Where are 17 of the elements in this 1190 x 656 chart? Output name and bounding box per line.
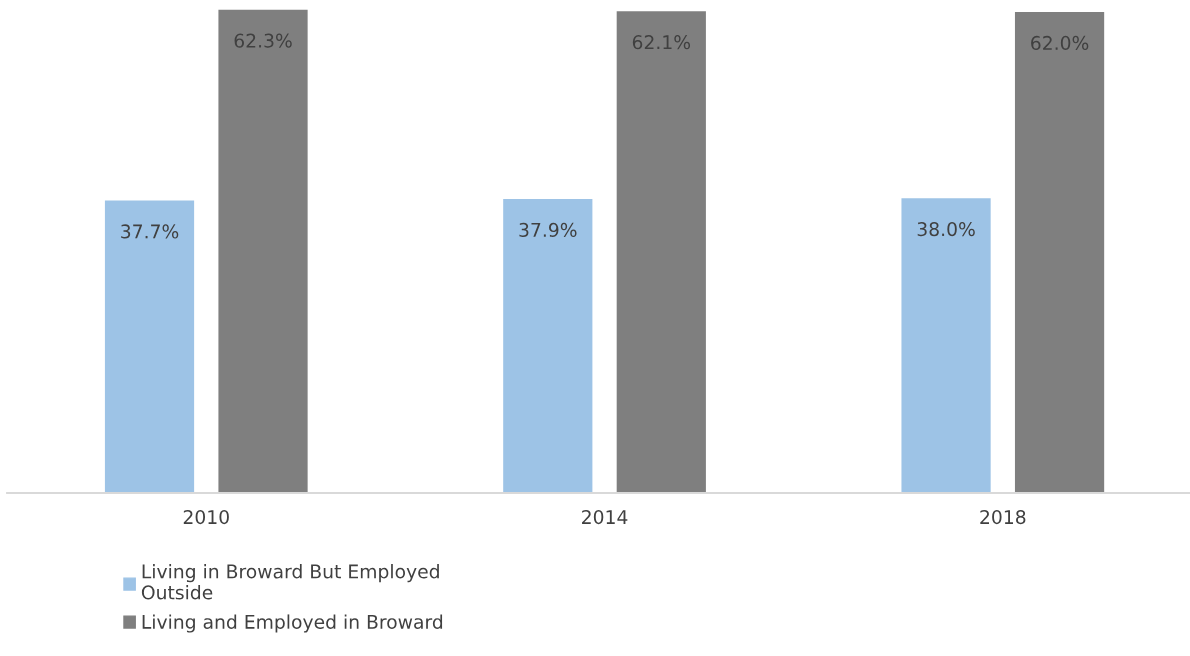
data-label: 38.0% [917,222,975,237]
bar [218,9,308,493]
data-label: 37.9% [519,222,577,237]
bar [104,200,195,493]
x-tick-label: 2018 [980,509,1026,525]
bar [616,11,706,493]
data-label: 62.3% [234,33,292,48]
bar [1014,11,1105,493]
x-tick-label: 2010 [183,509,229,525]
data-label: 37.7% [121,224,179,239]
legend-label: Living in Broward But Employed Outside [141,564,439,600]
data-label: 62.1% [632,35,691,50]
data-label: 62.0% [1031,35,1089,51]
x-tick-label: 2014 [582,509,628,525]
bar [503,198,593,493]
bar [901,198,991,493]
legend-label: Living and Employed in Broward [142,614,443,633]
